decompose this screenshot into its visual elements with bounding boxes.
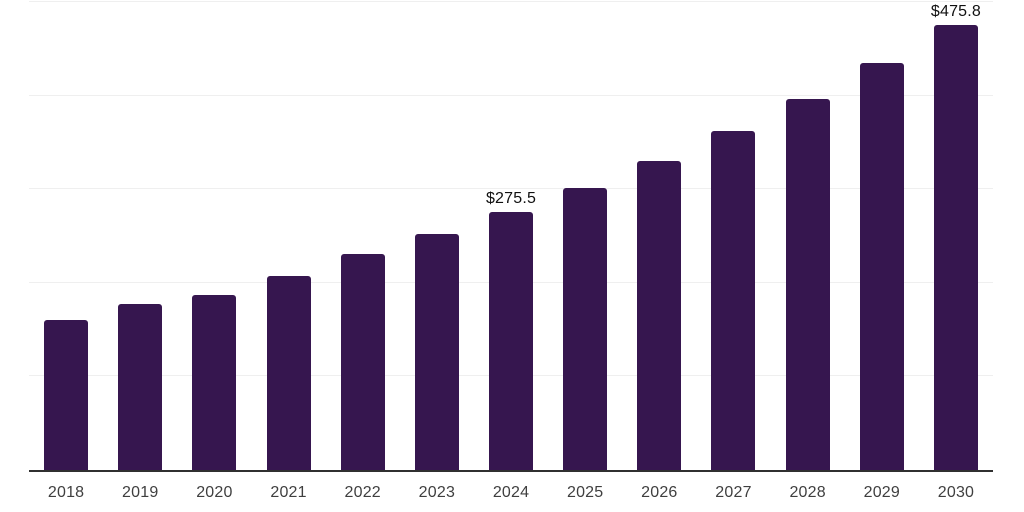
gridline bbox=[29, 1, 993, 2]
bar-2019 bbox=[118, 304, 163, 470]
bar-2030 bbox=[933, 24, 978, 470]
bar-2026 bbox=[637, 160, 682, 470]
bar-band-2022 bbox=[326, 2, 400, 470]
x-tick-label-2025: 2025 bbox=[566, 484, 604, 501]
plot-area: $275.5 $475.8 bbox=[29, 1, 993, 472]
bar-2024 bbox=[489, 212, 534, 470]
x-tick-label-2023: 2023 bbox=[418, 484, 456, 501]
x-tick-label-2020: 2020 bbox=[196, 484, 233, 501]
bar-band-2025 bbox=[548, 2, 622, 470]
x-tick-label-2018: 2018 bbox=[47, 484, 85, 501]
bar-value-label-2024: $275.5 bbox=[485, 190, 537, 208]
x-tick-label-2022: 2022 bbox=[344, 484, 381, 501]
bar-2023 bbox=[414, 234, 459, 470]
x-tick-label-2028: 2028 bbox=[789, 484, 826, 501]
x-tick-label-2029: 2029 bbox=[863, 484, 900, 501]
bars-container: $275.5 $475.8 bbox=[29, 2, 993, 470]
x-tick-label-2024: 2024 bbox=[492, 484, 530, 501]
gridline bbox=[29, 94, 993, 96]
bar-value-label-2030: $475.8 bbox=[930, 2, 982, 20]
bar-band-2030: $475.8 bbox=[919, 2, 993, 470]
bar-2029 bbox=[859, 63, 904, 470]
bar-2021 bbox=[266, 275, 311, 470]
x-tick-label-2021: 2021 bbox=[270, 484, 307, 501]
gridline bbox=[29, 188, 993, 190]
x-tick-label-2030: 2030 bbox=[937, 484, 975, 501]
bar-band-2027 bbox=[696, 2, 770, 470]
x-tick-label-2026: 2026 bbox=[641, 484, 678, 501]
bar-2018 bbox=[44, 320, 89, 470]
bar-band-2020 bbox=[177, 2, 251, 470]
x-axis: 2018 2019 2020 2021 2022 2023 2024 2025 2026 2027… bbox=[29, 472, 993, 502]
bar-2025 bbox=[563, 187, 608, 470]
bar-band-2019 bbox=[103, 2, 177, 470]
bar-band-2024: $275.5 bbox=[474, 2, 548, 470]
x-tick-label-2019: 2019 bbox=[122, 484, 159, 501]
bar-band-2021 bbox=[251, 2, 325, 470]
bar-2020 bbox=[192, 295, 237, 470]
bar-band-2018 bbox=[29, 2, 103, 470]
bar-2022 bbox=[340, 254, 385, 470]
bar-band-2028 bbox=[771, 2, 845, 470]
bar-2028 bbox=[785, 98, 830, 470]
bar-2027 bbox=[711, 131, 756, 470]
x-tick-label-2027: 2027 bbox=[715, 484, 752, 501]
bar-band-2026 bbox=[622, 2, 696, 470]
bar-band-2023 bbox=[400, 2, 474, 470]
bar-band-2029 bbox=[845, 2, 919, 470]
